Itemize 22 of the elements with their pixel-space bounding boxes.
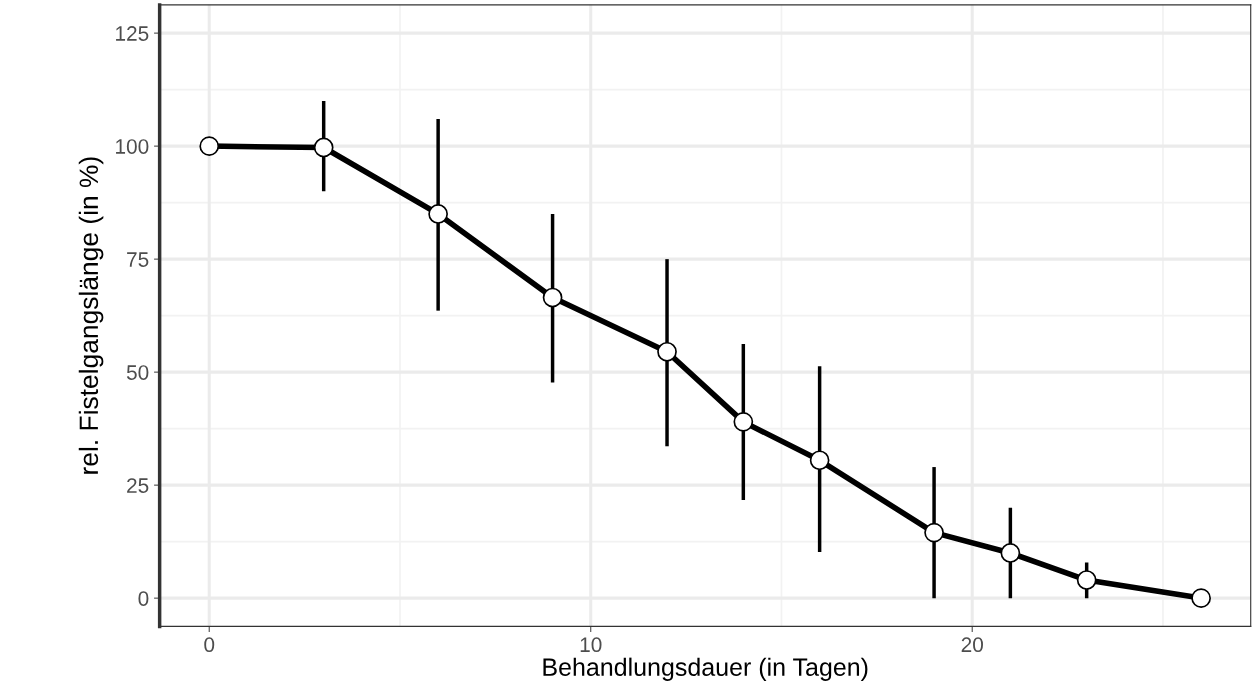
x-tick-label: 0 bbox=[204, 637, 215, 653]
y-tick-label: 0 bbox=[138, 591, 149, 606]
point bbox=[657, 341, 677, 362]
point bbox=[313, 137, 334, 158]
point bbox=[809, 450, 830, 471]
y-tick-label: 25 bbox=[127, 478, 149, 493]
y-axis-title: rel. Fistelgangslänge (in %) bbox=[78, 157, 104, 474]
point bbox=[199, 136, 220, 156]
y-tick-label: 100 bbox=[116, 139, 149, 154]
point bbox=[733, 411, 754, 432]
point bbox=[428, 204, 448, 224]
point bbox=[1000, 543, 1021, 563]
point bbox=[1076, 570, 1097, 590]
x-axis-title: Behandlungsdauer (in Tagen) bbox=[543, 657, 868, 681]
point bbox=[924, 522, 944, 543]
y-tick-label: 125 bbox=[116, 26, 149, 41]
point bbox=[1191, 588, 1211, 609]
x-tick-label: 20 bbox=[961, 637, 983, 653]
y-tick-label: 75 bbox=[127, 252, 149, 267]
point bbox=[542, 287, 563, 308]
x-tick-label: 10 bbox=[580, 637, 602, 653]
y-tick-label: 50 bbox=[126, 365, 149, 380]
